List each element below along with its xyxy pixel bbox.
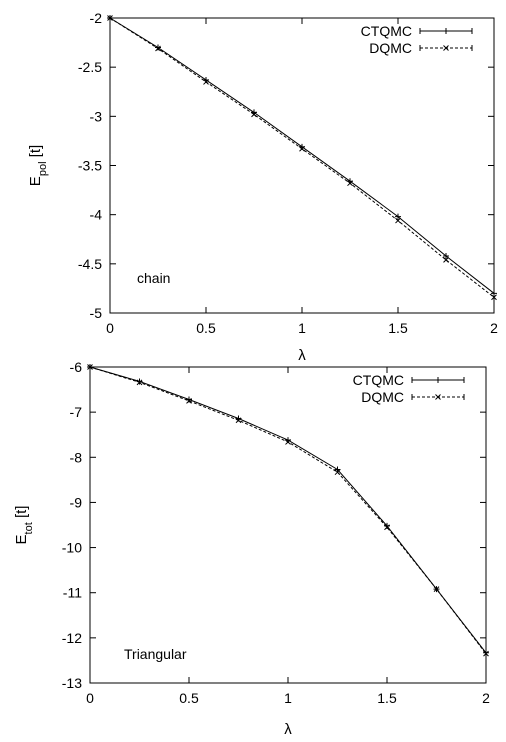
x-tick-label: 0.5 xyxy=(196,320,216,336)
legend-label-dqmc: DQMC xyxy=(361,389,404,405)
x-tick-label: 1 xyxy=(298,320,306,336)
y-tick-label: -6 xyxy=(70,359,83,375)
y-tick-label: -11 xyxy=(63,585,82,601)
x-tick-label: 2 xyxy=(482,690,490,706)
plot-frame xyxy=(109,17,495,314)
y-tick-label: -10 xyxy=(62,540,82,556)
data-point-ctqmc xyxy=(136,378,143,385)
y-tick-label: -2.5 xyxy=(78,59,102,75)
y-tick-label: -3 xyxy=(90,108,103,124)
x-tick-label: 1 xyxy=(284,690,292,706)
x-tick-label: 0.5 xyxy=(179,690,199,706)
data-point-dqmc xyxy=(433,586,440,592)
data-point-dqmc xyxy=(395,217,401,224)
data-point-dqmc xyxy=(384,524,390,531)
data-point-ctqmc xyxy=(443,252,449,259)
plot-frame xyxy=(89,366,487,684)
series-line-dqmc xyxy=(109,17,495,298)
x-tick-label: 1.5 xyxy=(377,690,397,706)
data-point-dqmc xyxy=(235,417,242,424)
y-axis-label: Etot [t] xyxy=(13,506,35,545)
y-tick-label: -4.5 xyxy=(78,256,102,272)
legend-marker-ctqmc xyxy=(443,28,449,34)
legend-label-dqmc: DQMC xyxy=(369,40,412,56)
y-tick-label: -8 xyxy=(70,449,83,465)
y-tick-label: -12 xyxy=(62,630,82,646)
series-line-dqmc xyxy=(89,366,487,655)
data-point-dqmc xyxy=(136,379,143,386)
series-line-ctqmc xyxy=(89,366,487,654)
x-tick-label: 0 xyxy=(106,320,114,336)
data-point-dqmc xyxy=(186,398,192,404)
y-tick-label: -3.5 xyxy=(78,158,102,174)
panel-annotation: Triangular xyxy=(124,646,187,662)
data-point-dqmc xyxy=(443,257,449,263)
data-point-dqmc xyxy=(285,439,291,445)
y-tick-label: -13 xyxy=(62,675,82,691)
data-point-dqmc xyxy=(107,15,113,21)
legend-marker-dqmc xyxy=(435,394,441,400)
y-tick-label: -4 xyxy=(90,207,103,223)
data-point-dqmc xyxy=(491,294,497,301)
y-axis-label: Epol [t] xyxy=(27,145,49,186)
legend-label-ctqmc: CTQMC xyxy=(353,372,404,388)
y-tick-label: -9 xyxy=(70,494,83,510)
data-point-dqmc xyxy=(87,364,93,370)
data-point-dqmc xyxy=(155,45,161,52)
y-tick-label: -5 xyxy=(90,305,103,321)
legend-marker-ctqmc xyxy=(435,377,441,383)
x-axis-label: λ xyxy=(284,721,292,738)
legend-label-ctqmc: CTQMC xyxy=(361,23,412,39)
x-tick-label: 0 xyxy=(86,690,94,706)
data-point-dqmc xyxy=(483,650,489,657)
data-point-ctqmc xyxy=(483,649,489,656)
x-tick-label: 2 xyxy=(490,320,498,336)
panel-chain: 0 0.5 1 1.5 2 -2 -2.5 -3 -3.5 -4 -4.5 -5 λ Epol [t] ch… xyxy=(27,10,498,364)
data-point-ctqmc xyxy=(491,290,497,297)
data-point-dqmc xyxy=(299,145,305,152)
data-point-ctqmc xyxy=(155,44,161,51)
data-point-ctqmc xyxy=(395,213,401,220)
y-tick-label: -2 xyxy=(90,10,103,26)
y-tick-label: -7 xyxy=(70,404,83,420)
data-point-dqmc xyxy=(347,180,353,187)
x-tick-label: 1.5 xyxy=(388,320,408,336)
data-point-dqmc xyxy=(203,79,209,85)
panel-triangular: 0 0.5 1 1.5 2 -6 -7 -8 -9 -10 -11 -12 -13 λ Etot [t] Tr… xyxy=(13,359,490,738)
x-axis-label: λ xyxy=(298,347,306,364)
panel-annotation: chain xyxy=(137,270,170,286)
legend-marker-dqmc xyxy=(443,45,449,51)
data-point-dqmc xyxy=(251,111,257,118)
data-point-ctqmc xyxy=(334,466,341,473)
data-point-dqmc xyxy=(334,469,341,476)
